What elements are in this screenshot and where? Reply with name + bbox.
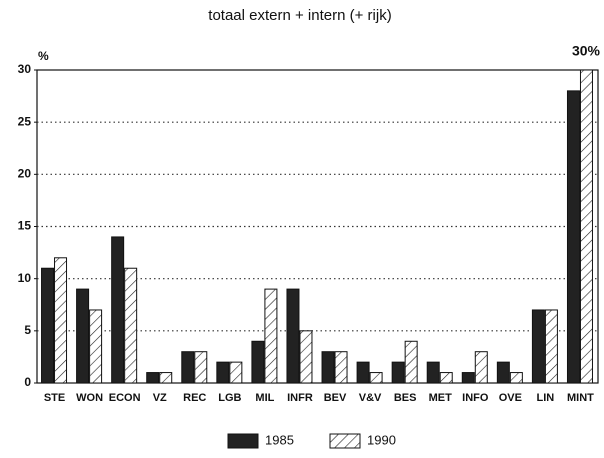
bar bbox=[286, 288, 300, 384]
x-tick-label: BES bbox=[394, 392, 417, 404]
bar bbox=[216, 361, 230, 384]
y-tick-label: 25 bbox=[18, 114, 32, 128]
bar bbox=[264, 288, 278, 384]
legend-swatch bbox=[329, 433, 361, 449]
bar bbox=[299, 330, 313, 384]
y-tick-label: 20 bbox=[18, 167, 32, 181]
y-tick-label: 10 bbox=[18, 271, 32, 285]
x-tick-label: V&V bbox=[359, 392, 382, 404]
bar bbox=[321, 351, 335, 384]
bar bbox=[124, 267, 138, 384]
x-tick-label: INFR bbox=[287, 392, 313, 404]
bar bbox=[194, 351, 208, 384]
bar bbox=[369, 372, 383, 384]
x-tick-label: REC bbox=[183, 392, 206, 404]
bar bbox=[251, 340, 265, 384]
bar bbox=[426, 361, 440, 384]
x-tick-label: ECON bbox=[109, 392, 141, 404]
bar bbox=[474, 351, 488, 384]
bar bbox=[356, 361, 370, 384]
legend-label: 1990 bbox=[367, 432, 396, 447]
bar bbox=[181, 351, 195, 384]
bar bbox=[41, 267, 55, 384]
bar bbox=[89, 309, 103, 384]
bar bbox=[76, 288, 90, 384]
bar bbox=[334, 351, 348, 384]
legend-label: 1985 bbox=[265, 432, 294, 447]
bar bbox=[439, 372, 453, 384]
bar bbox=[391, 361, 405, 384]
y-tick-label: 5 bbox=[24, 323, 31, 337]
x-tick-label: INFO bbox=[462, 392, 489, 404]
x-tick-label: WON bbox=[76, 392, 103, 404]
bar bbox=[159, 372, 173, 384]
y-tick-label: 15 bbox=[18, 219, 32, 233]
bar bbox=[54, 257, 68, 384]
y-tick-label: 30 bbox=[18, 62, 32, 76]
chart-title: totaal extern + intern (+ rijk) bbox=[208, 7, 391, 24]
x-tick-label: BEV bbox=[324, 392, 347, 404]
bar bbox=[461, 372, 475, 384]
x-tick-label: LIN bbox=[537, 392, 555, 404]
annotation: 30% bbox=[572, 43, 601, 59]
x-tick-label: MINT bbox=[567, 392, 594, 404]
x-tick-label: MET bbox=[429, 392, 453, 404]
bar bbox=[566, 90, 580, 384]
x-tick-label: LGB bbox=[218, 392, 241, 404]
y-tick-label: 0 bbox=[24, 375, 31, 389]
bar bbox=[531, 309, 545, 384]
x-tick-label: STE bbox=[44, 392, 65, 404]
bar bbox=[544, 309, 558, 384]
legend-swatch bbox=[227, 433, 259, 449]
bar bbox=[229, 361, 243, 384]
bar bbox=[146, 372, 160, 384]
x-tick-label: MIL bbox=[255, 392, 274, 404]
x-tick-label: VZ bbox=[153, 392, 167, 404]
x-tick-label: OVE bbox=[499, 392, 522, 404]
bar bbox=[111, 236, 125, 384]
y-axis-label: % bbox=[38, 49, 49, 63]
bar bbox=[579, 69, 593, 384]
bar bbox=[509, 372, 523, 384]
bar bbox=[404, 340, 418, 384]
bar bbox=[496, 361, 510, 384]
